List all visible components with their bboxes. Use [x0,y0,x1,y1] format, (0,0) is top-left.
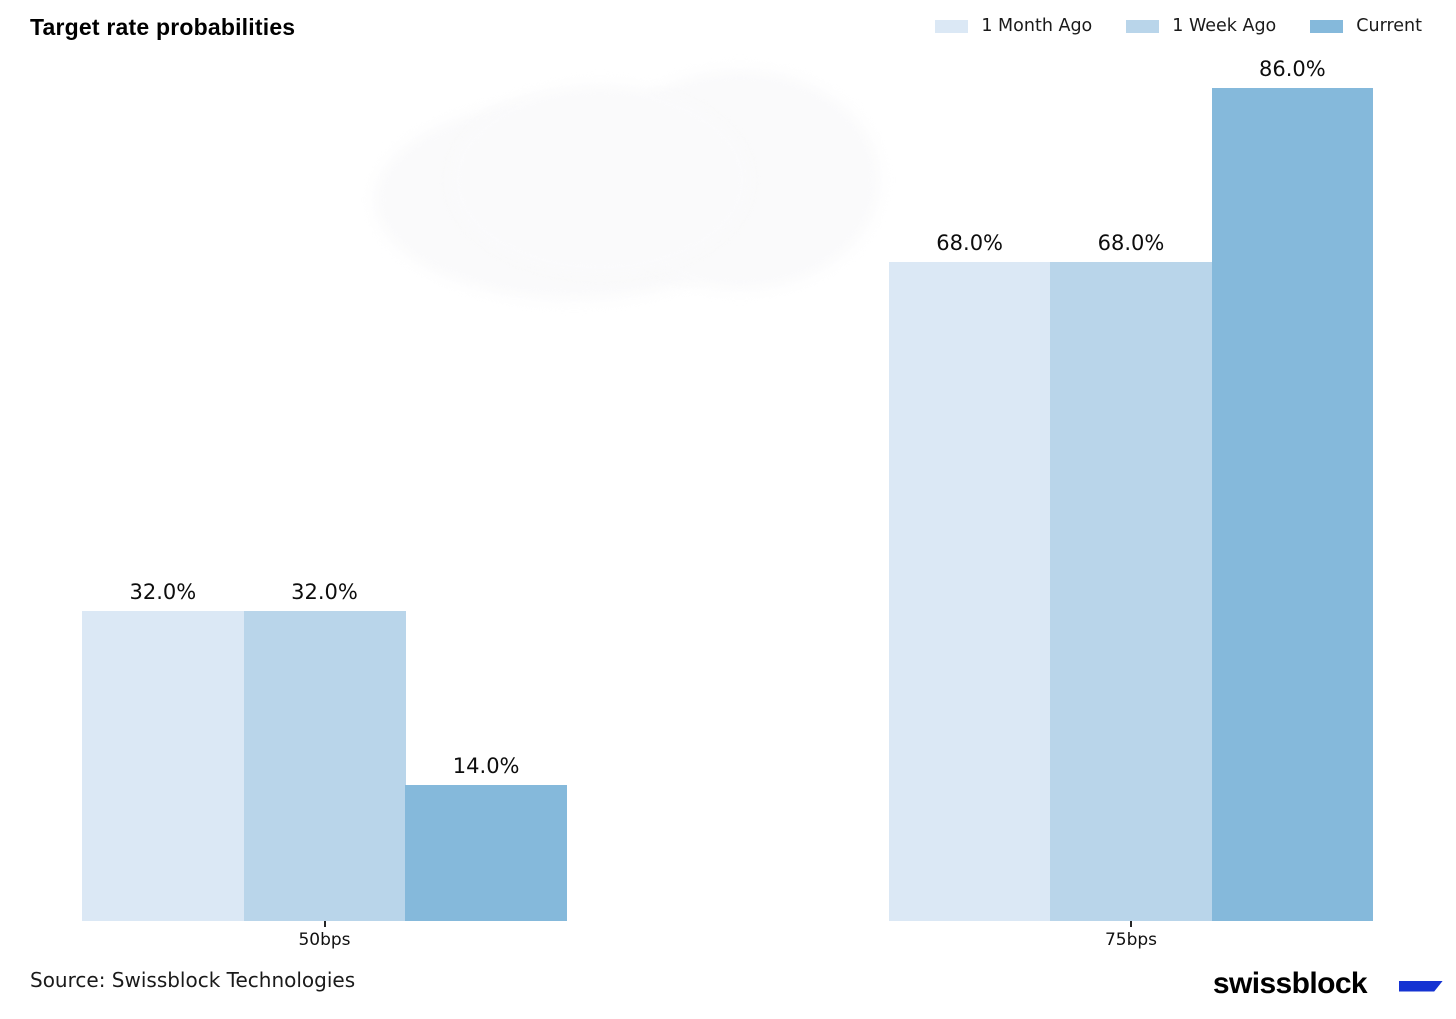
legend-item-1-month-ago: 1 Month Ago [935,16,1092,36]
source-note: Source: Swissblock Technologies [30,968,356,992]
legend-swatch-current [1310,19,1344,33]
bar-50bps-1-week-ago [243,611,406,921]
bar-50bps-1-month-ago [82,611,245,921]
legend-swatch-1-month-ago [935,19,969,33]
bar-value-label: 68.0% [936,231,1004,256]
bar-75bps-current [1211,88,1374,921]
bar-value-label: 14.0% [452,754,520,779]
x-axis-category-label: 75bps [1104,930,1158,950]
x-axis-tick [323,921,326,927]
bar-75bps-1-month-ago [889,262,1051,921]
swissblock-wordmark: swissblock [1212,967,1368,1000]
legend: 1 Month Ago 1 Week Ago Current [935,16,1422,36]
x-axis-category-label: 50bps [298,930,351,950]
bar-value-label: 32.0% [129,580,197,605]
x-axis-tick [1130,921,1132,927]
swissblock-logo: swissblock [1213,967,1443,1001]
legend-item-1-week-ago: 1 Week Ago [1126,16,1276,36]
bar-50bps-current [405,785,568,921]
swissblock-logo-mark-icon [1399,980,1443,992]
page-title: Target rate probabilities [30,14,296,40]
legend-swatch-1-week-ago [1126,19,1160,33]
bar-value-label: 68.0% [1097,231,1165,256]
bar-75bps-1-week-ago [1050,262,1213,921]
legend-label: 1 Month Ago [981,16,1093,36]
legend-label: 1 Week Ago [1172,16,1277,36]
bar-value-label: 32.0% [291,580,358,605]
legend-label: Current [1356,16,1422,36]
bar-value-label: 86.0% [1258,57,1326,82]
legend-item-current: Current [1310,16,1422,36]
